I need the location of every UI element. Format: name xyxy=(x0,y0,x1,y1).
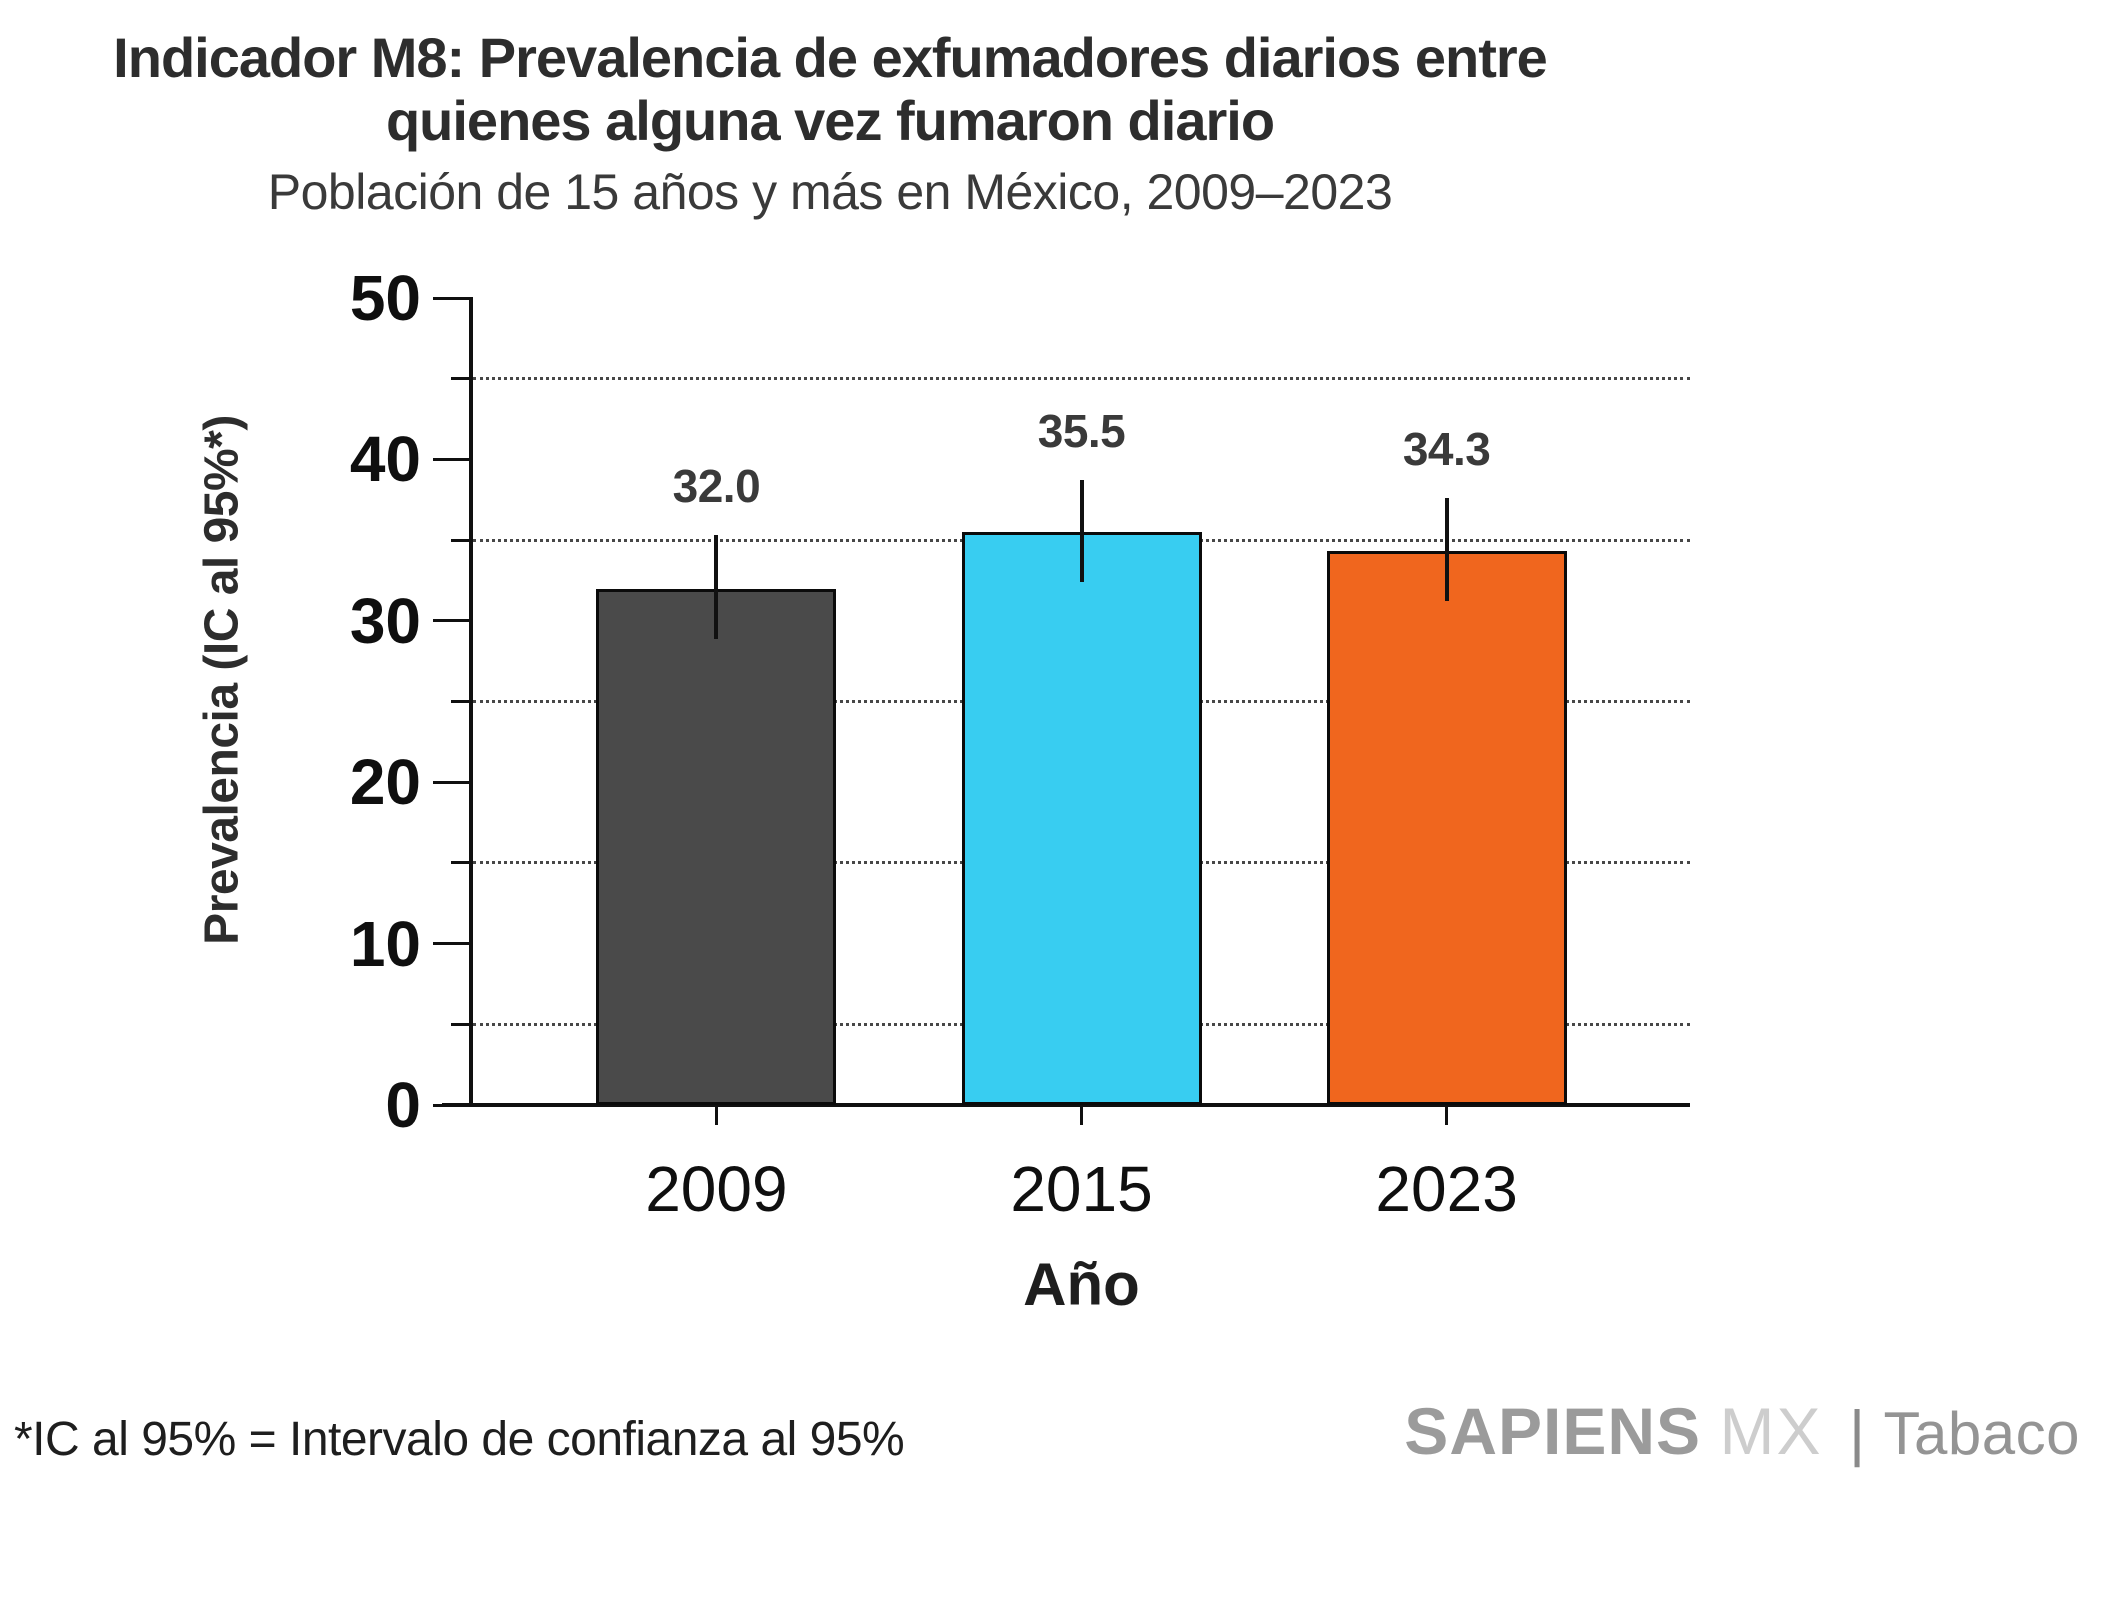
chart-header: Indicador M8: Prevalencia de exfumadores… xyxy=(0,26,1660,221)
plot-area: 0 10 20 30 40 50 32.0 2009 35.5 2015 34.3 2023 Año xyxy=(350,266,1690,1315)
x-tick-label-2023: 2023 xyxy=(1375,1153,1518,1225)
y-axis-line xyxy=(469,298,473,1107)
bar-value-label-2009: 32.0 xyxy=(672,460,761,513)
gridline-45 xyxy=(473,377,1690,381)
logo-brand: SAPIENS xyxy=(1404,1394,1702,1468)
chart-title-line2: quienes alguna vez fumaron diario xyxy=(385,89,1275,153)
logo-region: MX xyxy=(1719,1394,1823,1468)
y-major-tick-50 xyxy=(433,296,473,300)
y-axis-label: Prevalencia (IC al 95%*) xyxy=(195,415,249,945)
bar-value-label-2015: 35.5 xyxy=(1037,405,1126,458)
y-minor-tick-45 xyxy=(451,377,473,381)
x-axis-title: Año xyxy=(1023,1251,1140,1318)
bar-2009 xyxy=(596,588,837,1105)
y-minor-tick-15 xyxy=(451,861,473,865)
x-tick-2015 xyxy=(1080,1105,1083,1125)
bar-2015 xyxy=(961,532,1202,1105)
error-bar-2015 xyxy=(1079,480,1084,583)
logo-separator: | xyxy=(1848,1399,1866,1468)
x-axis-line xyxy=(442,1103,1690,1107)
x-tick-2023 xyxy=(1445,1105,1449,1125)
error-bar-2023 xyxy=(1444,498,1449,602)
error-bar-2009 xyxy=(714,535,719,639)
y-major-tick-30 xyxy=(433,619,473,623)
y-tick-label-10: 10 xyxy=(349,907,421,980)
x-tick-2009 xyxy=(714,1105,718,1125)
y-tick-label-40: 40 xyxy=(349,423,421,496)
y-minor-tick-25 xyxy=(451,700,473,703)
chart-subtitle: Población de 15 años y más en México, 20… xyxy=(267,163,1393,220)
logo: SAPIENS MX | Tabaco xyxy=(1404,1398,2080,1465)
y-tick-label-50: 50 xyxy=(349,262,421,334)
footnote: *IC al 95% = Intervalo de confianza al 9… xyxy=(14,1413,905,1466)
y-major-tick-10 xyxy=(433,942,473,946)
y-major-tick-40 xyxy=(433,457,473,461)
y-minor-tick-5 xyxy=(451,1022,473,1026)
x-tick-label-2015: 2015 xyxy=(1010,1153,1153,1225)
bar-2023 xyxy=(1326,551,1567,1105)
x-tick-label-2009: 2009 xyxy=(645,1153,788,1225)
bar-value-label-2023: 34.3 xyxy=(1402,423,1491,476)
y-tick-label-30: 30 xyxy=(349,584,421,657)
y-minor-tick-35 xyxy=(451,538,473,542)
y-tick-label-20: 20 xyxy=(349,746,421,819)
y-tick-label-0: 0 xyxy=(385,1069,421,1141)
y-major-tick-20 xyxy=(433,780,473,784)
chart-title-line1: Indicador M8: Prevalencia de exfumadores… xyxy=(113,26,1548,89)
logo-division: Tabaco xyxy=(1883,1400,2080,1467)
